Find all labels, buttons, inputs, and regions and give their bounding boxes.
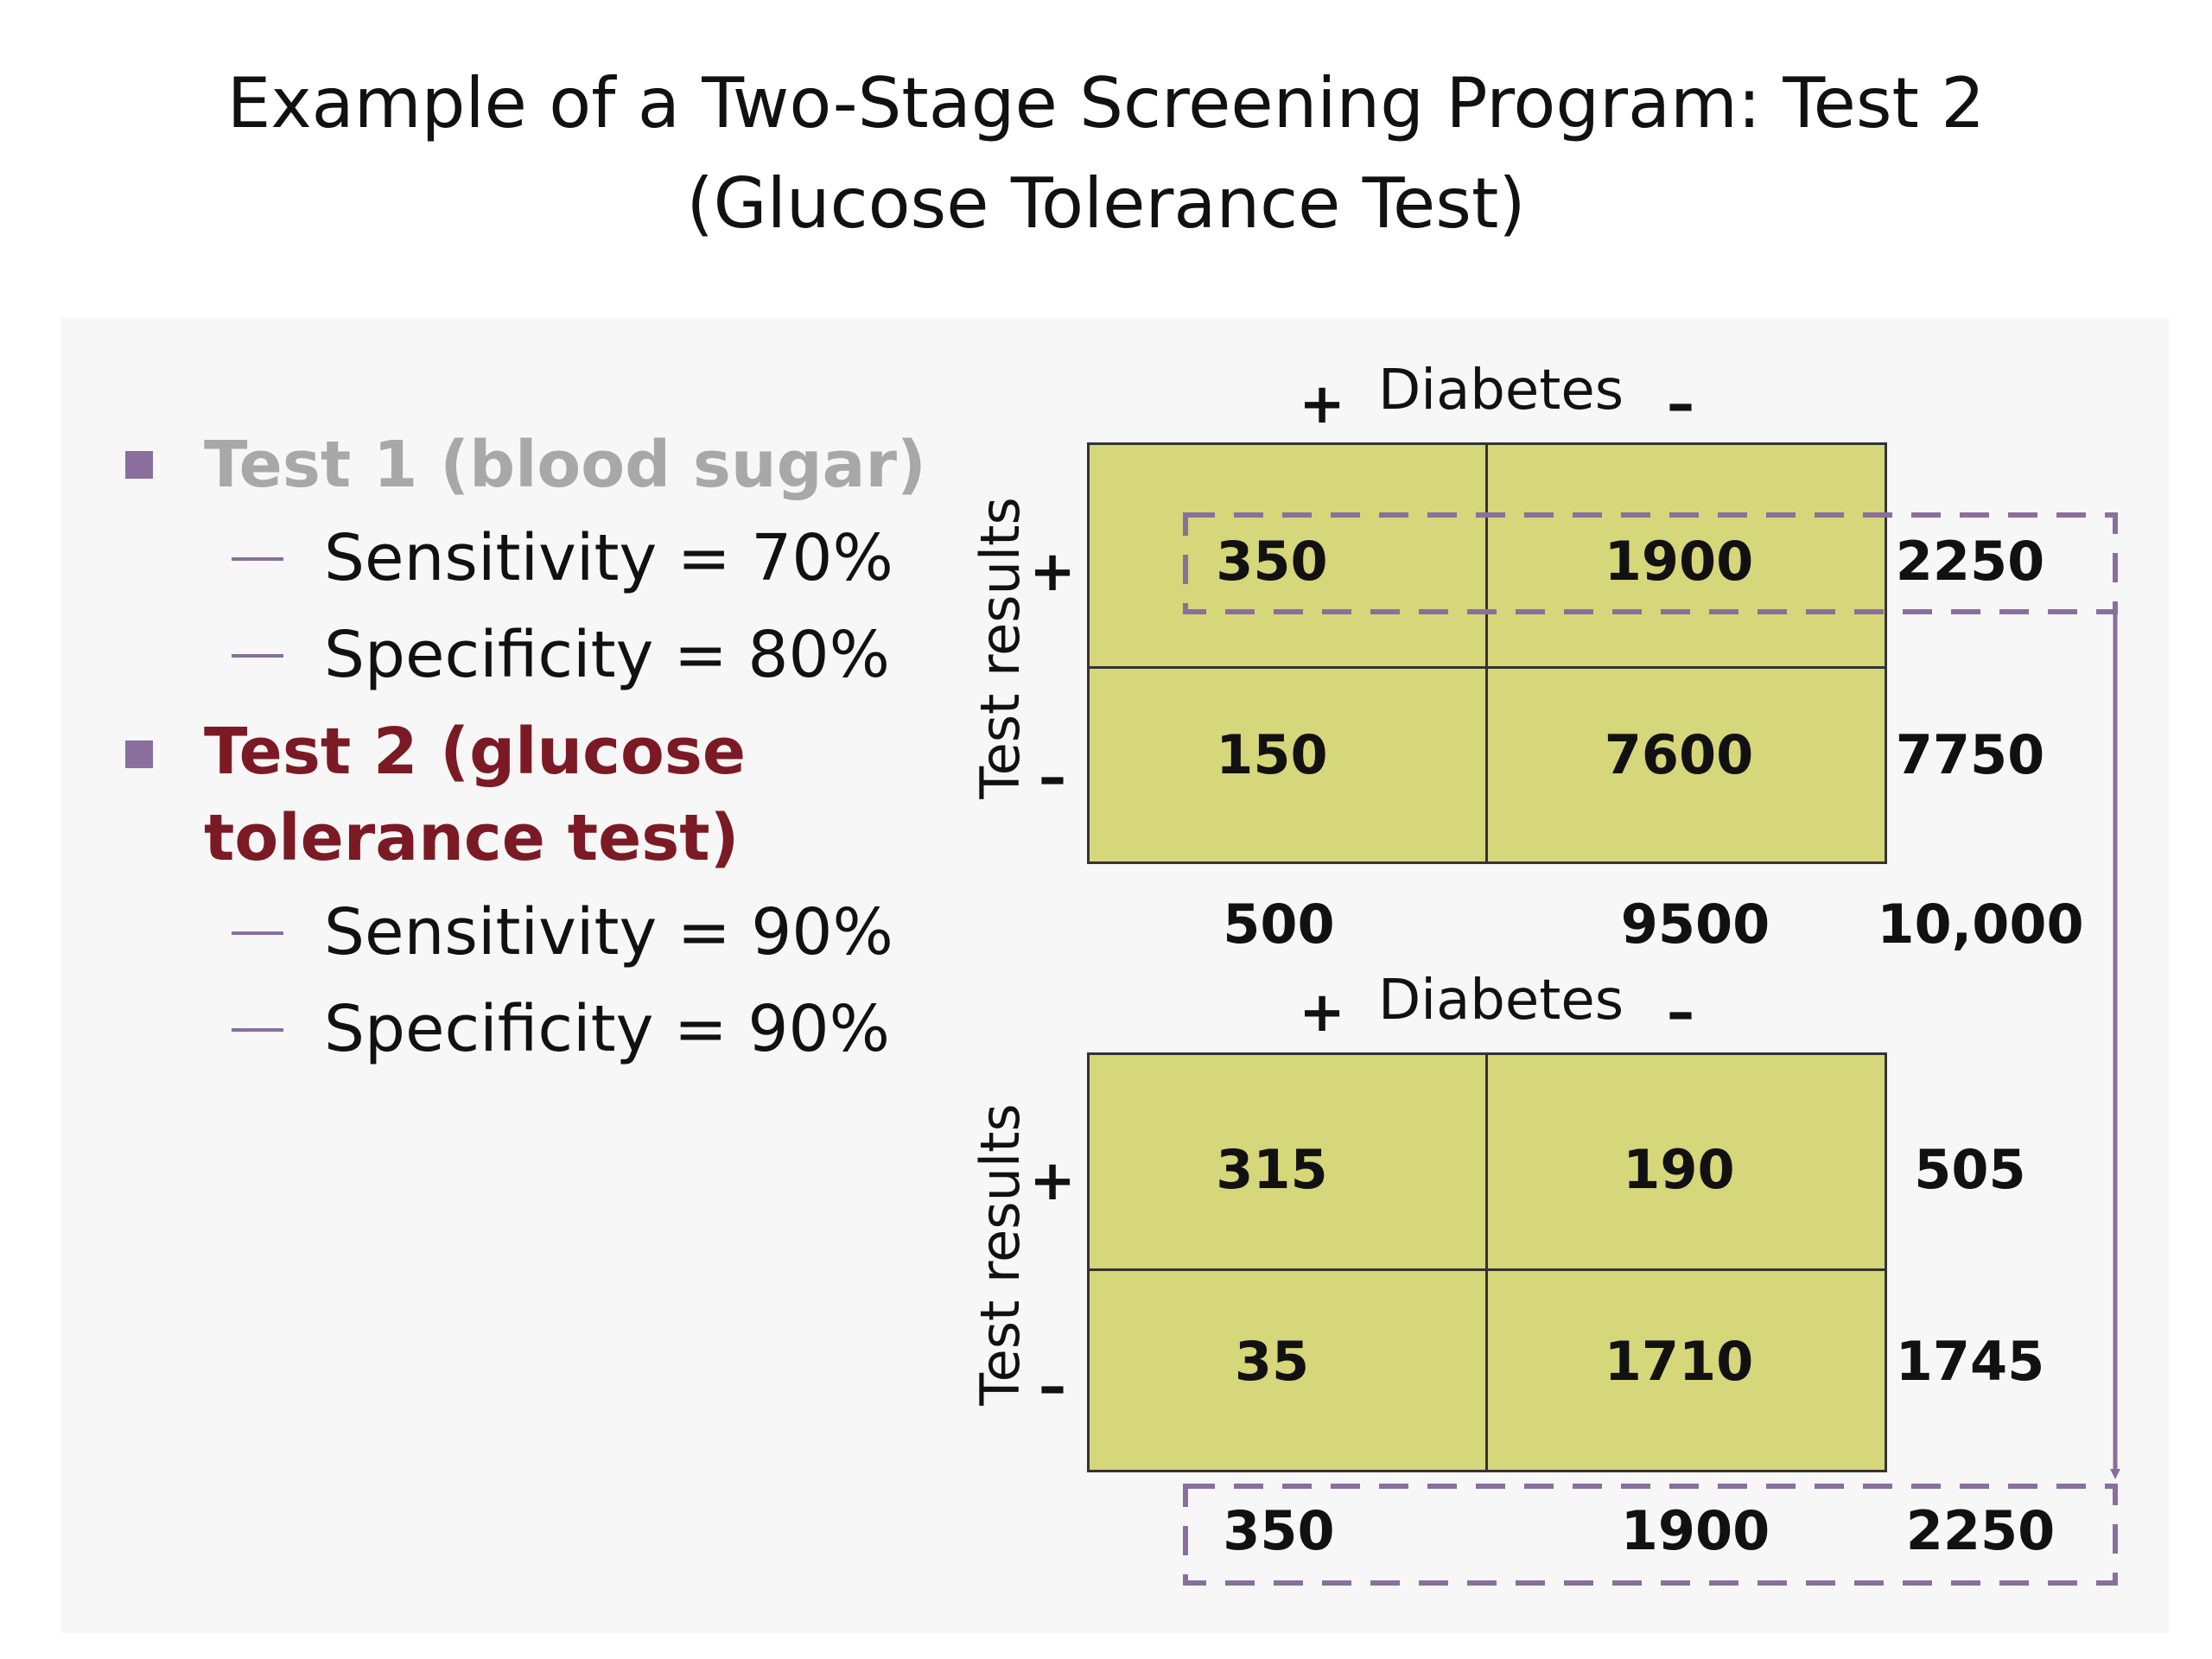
- table2-coltotal-2: 1900: [1620, 1499, 1770, 1562]
- slide-title-line2: (Glucose Tolerance Test): [686, 163, 1526, 244]
- table1-cell-r1c2: 1900: [1604, 530, 1754, 593]
- table1-rowtotal-2: 7750: [1895, 723, 2045, 786]
- table1-row-minus: –: [1039, 746, 1066, 810]
- table2-cell-r1c2: 190: [1623, 1138, 1735, 1201]
- dash-test1-sensitivity: [232, 557, 283, 561]
- table2-cell-r1c1: 315: [1216, 1138, 1328, 1201]
- slide-title-line1: Example of a Two-Stage Screening Program…: [226, 63, 1986, 143]
- table2-coltotal-1: 350: [1223, 1499, 1335, 1562]
- table1-header-minus: –: [1667, 372, 1694, 436]
- table1-header-diabetes: Diabetes: [1378, 359, 1624, 423]
- table2-cell-r2c2: 1710: [1604, 1330, 1754, 1393]
- table2-rowtotal-1: 505: [1914, 1138, 2026, 1201]
- table2-header-diabetes: Diabetes: [1378, 969, 1624, 1033]
- bullet-square-test2: [125, 741, 153, 768]
- table1-grand-total: 10,000: [1877, 893, 2084, 956]
- table2-cell-r2c1: 35: [1234, 1330, 1310, 1393]
- slide-title: Example of a Two-Stage Screening Program…: [0, 54, 2212, 254]
- table2-row-minus: –: [1039, 1355, 1066, 1419]
- table1-coltotal-2: 9500: [1620, 893, 1770, 956]
- table2-header-minus: –: [1667, 981, 1694, 1045]
- test1-specificity: Specificity = 80%: [324, 618, 890, 692]
- table2-row-plus: +: [1029, 1149, 1076, 1213]
- table1-rowtotal-1: 2250: [1895, 530, 2045, 593]
- dash-test2-sensitivity: [232, 931, 283, 935]
- table2-divider-vertical: [1485, 1052, 1488, 1472]
- table2-rowtotal-2: 1745: [1895, 1330, 2045, 1393]
- test2-specificity: Specificity = 90%: [324, 992, 890, 1066]
- table2-divider-horizontal: [1087, 1268, 1887, 1271]
- highlight-box-test2-totals: [1183, 1484, 2118, 1586]
- table1-divider-horizontal: [1087, 666, 1887, 669]
- table1-coltotal-1: 500: [1223, 893, 1335, 956]
- table1-cell-r1c1: 350: [1216, 530, 1328, 593]
- dash-test1-specificity: [232, 654, 283, 658]
- test2-sensitivity: Sensitivity = 90%: [324, 895, 893, 969]
- table1-header-plus: +: [1299, 372, 1345, 436]
- dash-test2-specificity: [232, 1028, 283, 1032]
- bullet-test1-label: Test 1 (blood sugar): [204, 428, 926, 502]
- table1-divider-vertical: [1485, 442, 1488, 864]
- bullet-square-test1: [125, 451, 153, 479]
- table2-header-plus: +: [1299, 981, 1345, 1045]
- bullet-test2-label-line1: Test 2 (glucose: [204, 715, 747, 789]
- table1-cell-r2c1: 150: [1216, 723, 1328, 786]
- table1-cell-r2c2: 7600: [1604, 723, 1754, 786]
- highlight-box-positive-row: [1183, 512, 2118, 614]
- table2-grand-total: 2250: [1905, 1499, 2056, 1562]
- table1-row-plus: +: [1029, 540, 1076, 604]
- test1-sensitivity: Sensitivity = 70%: [324, 521, 893, 595]
- bullet-test2-label-line2: tolerance test): [204, 801, 740, 875]
